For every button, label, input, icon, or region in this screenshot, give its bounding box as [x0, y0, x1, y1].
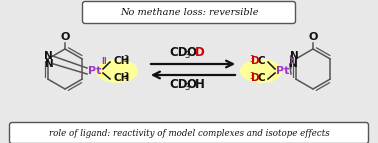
Text: Pt: Pt [88, 66, 102, 76]
Text: D: D [251, 73, 260, 83]
FancyBboxPatch shape [9, 123, 369, 143]
Text: Pt: Pt [276, 66, 290, 76]
Text: O: O [308, 32, 318, 42]
Text: II: II [289, 57, 295, 66]
Text: N: N [289, 59, 298, 69]
Text: role of ligand: reactivity of model complexes and isotope effects: role of ligand: reactivity of model comp… [49, 129, 329, 138]
Text: CH: CH [113, 73, 129, 83]
Text: II: II [101, 57, 107, 66]
Ellipse shape [240, 59, 282, 83]
Text: 3: 3 [249, 72, 254, 81]
Text: N: N [45, 59, 54, 69]
Text: O: O [186, 46, 196, 59]
Text: CD: CD [170, 79, 188, 92]
Text: 3: 3 [249, 55, 254, 64]
Text: CH: CH [113, 56, 129, 66]
Text: H: H [195, 79, 205, 92]
Text: O: O [186, 79, 196, 92]
Text: 3: 3 [123, 55, 128, 64]
Text: D: D [195, 46, 205, 59]
Text: CD: CD [170, 46, 188, 59]
Text: O: O [60, 32, 70, 42]
Ellipse shape [96, 59, 138, 83]
Text: C: C [257, 56, 265, 66]
FancyBboxPatch shape [82, 1, 296, 23]
Text: D: D [251, 56, 260, 66]
Text: N: N [290, 51, 299, 61]
Text: 3: 3 [184, 84, 190, 93]
Text: 3: 3 [184, 51, 190, 60]
Text: N: N [44, 51, 53, 61]
Text: 3: 3 [123, 72, 128, 81]
Text: No methane loss: reversible: No methane loss: reversible [120, 8, 258, 17]
Text: C: C [257, 73, 265, 83]
